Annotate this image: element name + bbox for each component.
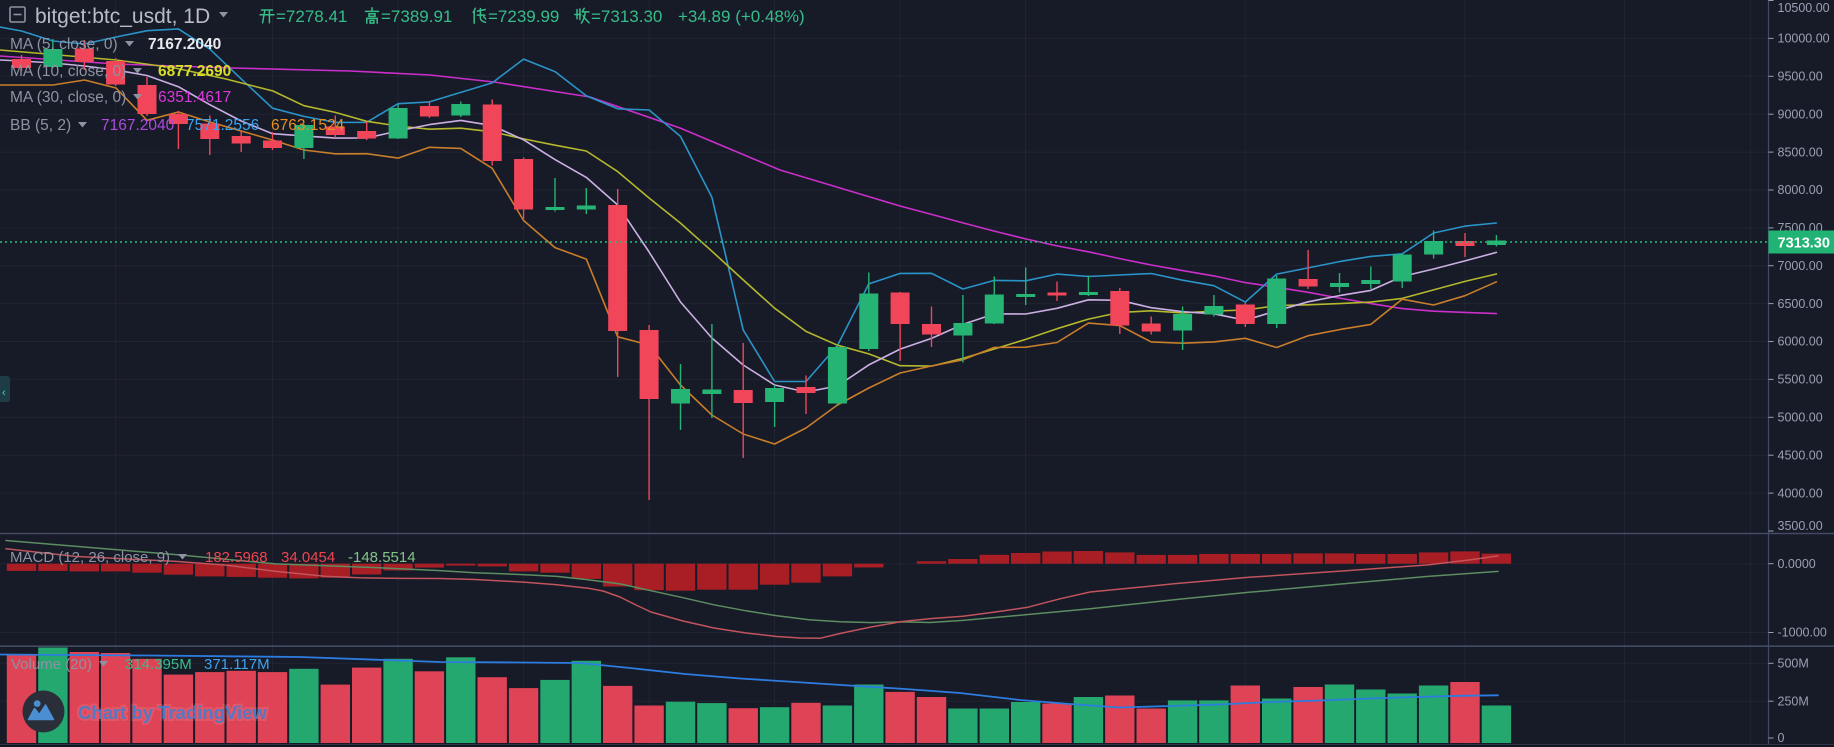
svg-text:314.395M: 314.395M — [125, 656, 192, 673]
svg-text:-148.5514: -148.5514 — [348, 549, 416, 566]
svg-text:10000.00: 10000.00 — [1778, 32, 1830, 46]
svg-text:Chart by TradingView: Chart by TradingView — [78, 702, 267, 723]
svg-text:182.5968: 182.5968 — [205, 549, 268, 566]
svg-text:MACD (12, 26, close, 9): MACD (12, 26, close, 9) — [10, 549, 170, 566]
svg-text:7167.2040: 7167.2040 — [101, 117, 175, 134]
svg-text:6000.00: 6000.00 — [1778, 335, 1823, 349]
svg-text:7313.30: 7313.30 — [1778, 236, 1830, 252]
svg-text:5000.00: 5000.00 — [1778, 411, 1823, 425]
svg-text:250M: 250M — [1778, 694, 1809, 708]
svg-text:34.0454: 34.0454 — [281, 549, 335, 566]
svg-text:=7278.41: =7278.41 — [276, 7, 347, 26]
svg-text:0: 0 — [1778, 731, 1785, 745]
svg-text:BB (5, 2): BB (5, 2) — [10, 117, 71, 134]
svg-text:Chart by TradingView: Chart by TradingView — [78, 702, 267, 723]
svg-text:8000.00: 8000.00 — [1778, 183, 1823, 197]
svg-text:bitget:btc_usdt, 1D: bitget:btc_usdt, 1D — [35, 5, 210, 28]
svg-text:7167.2040: 7167.2040 — [148, 36, 221, 53]
svg-text:MA (10, close, 0): MA (10, close, 0) — [10, 63, 126, 80]
svg-text:6877.2690: 6877.2690 — [158, 63, 231, 80]
svg-text:10500.00: 10500.00 — [1778, 1, 1830, 15]
svg-text:‹: ‹ — [2, 387, 6, 399]
svg-text:MA (5, close, 0): MA (5, close, 0) — [10, 36, 118, 53]
svg-text:6351.4617: 6351.4617 — [158, 89, 231, 106]
svg-text:9500.00: 9500.00 — [1778, 70, 1823, 84]
svg-text:8500.00: 8500.00 — [1778, 145, 1823, 159]
svg-text:4500.00: 4500.00 — [1778, 448, 1823, 462]
svg-text:7000.00: 7000.00 — [1778, 259, 1823, 273]
svg-text:6500.00: 6500.00 — [1778, 297, 1823, 311]
svg-text:4000.00: 4000.00 — [1778, 486, 1823, 500]
svg-text:-1000.00: -1000.00 — [1778, 626, 1827, 640]
svg-text:7571.2556: 7571.2556 — [186, 117, 259, 134]
svg-text:=7389.91: =7389.91 — [381, 7, 452, 26]
svg-text:6763.1524: 6763.1524 — [271, 117, 345, 134]
svg-text:=7239.99: =7239.99 — [488, 7, 559, 26]
svg-text:=7313.30: =7313.30 — [591, 7, 662, 26]
svg-text:+34.89 (+0.48%): +34.89 (+0.48%) — [678, 7, 805, 26]
svg-text:5500.00: 5500.00 — [1778, 373, 1823, 387]
svg-text:Volume (20): Volume (20) — [11, 656, 92, 673]
svg-text:MA (30, close, 0): MA (30, close, 0) — [10, 89, 126, 106]
svg-text:3500.00: 3500.00 — [1778, 519, 1823, 533]
svg-text:9000.00: 9000.00 — [1778, 107, 1823, 121]
svg-text:371.117M: 371.117M — [204, 656, 270, 673]
svg-text:0.0000: 0.0000 — [1778, 557, 1816, 571]
svg-text:500M: 500M — [1778, 657, 1809, 671]
